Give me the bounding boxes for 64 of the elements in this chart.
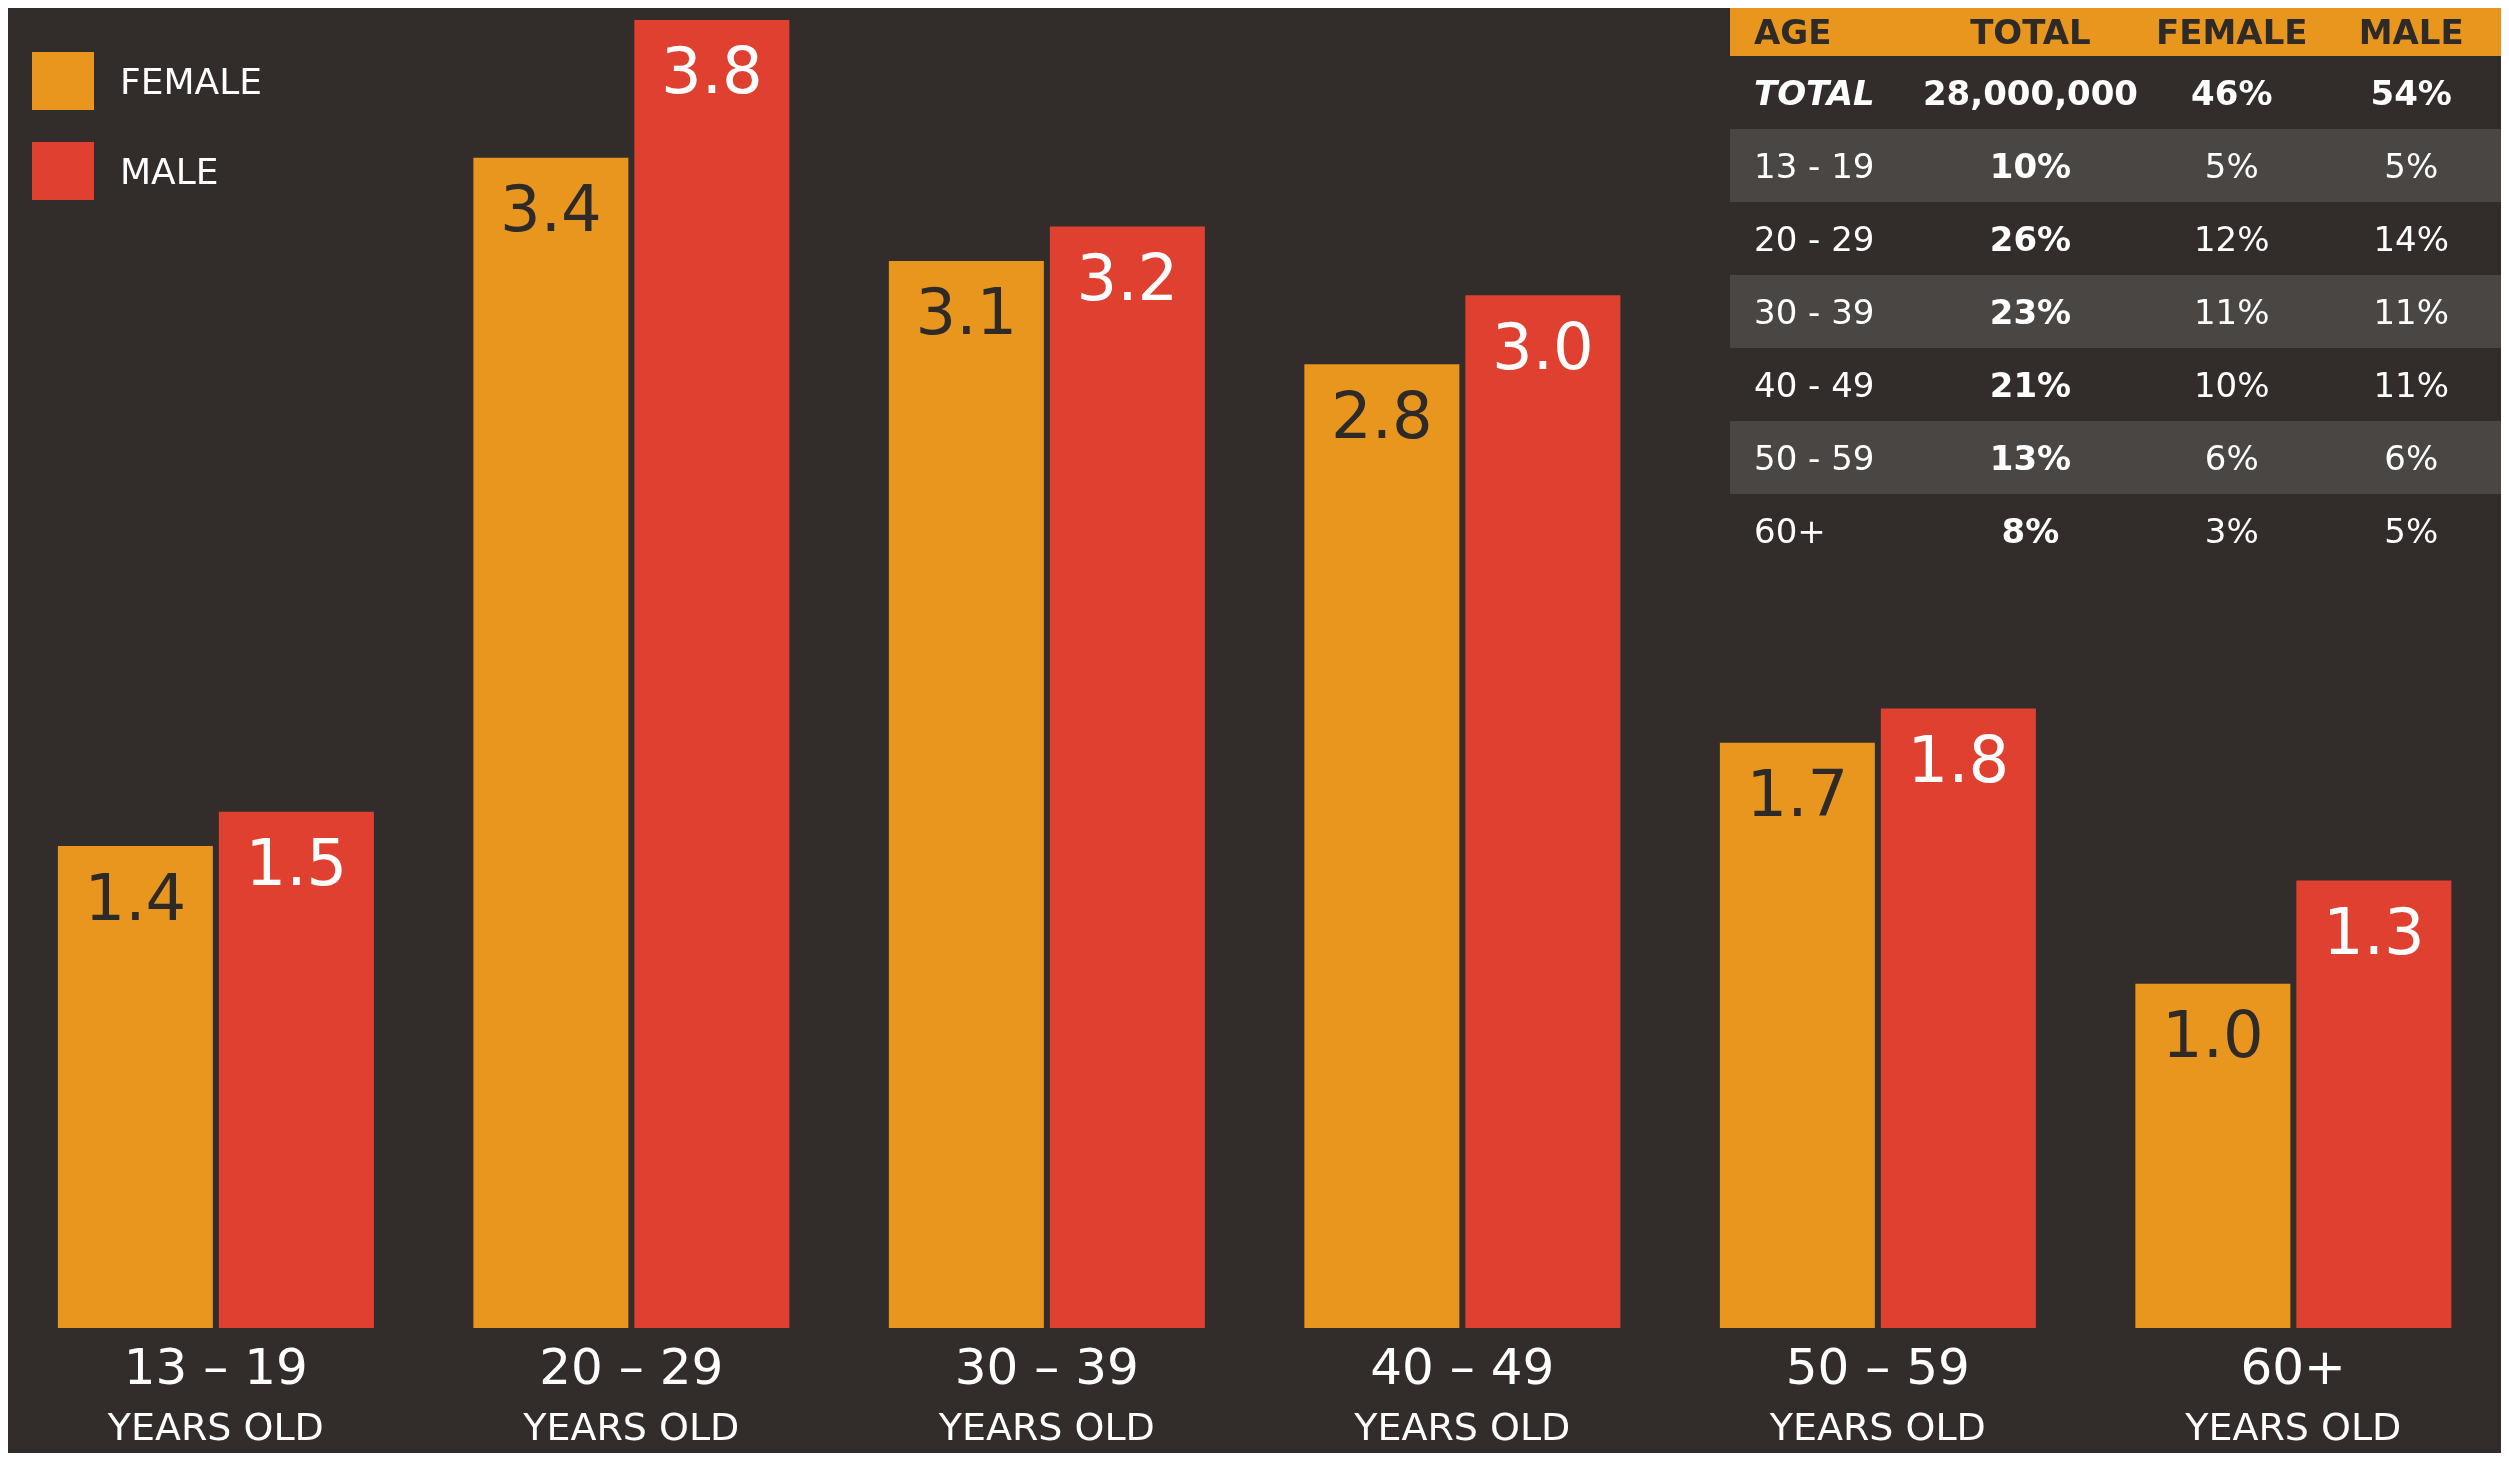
annotation: 30 - 39 bbox=[1753, 291, 1876, 332]
bar bbox=[2135, 983, 2291, 1328]
bar bbox=[1880, 708, 2036, 1328]
legend-label: FEMALE bbox=[120, 60, 262, 102]
annotation: 40 - 49 bbox=[1753, 364, 1876, 405]
annotation: 5% bbox=[2383, 145, 2440, 186]
legend-label: MALE bbox=[120, 150, 219, 192]
data-label: 3.2 bbox=[1076, 240, 1179, 315]
annotation: 5% bbox=[2203, 145, 2260, 186]
annotation: 6% bbox=[2203, 437, 2260, 478]
data-label: 2.8 bbox=[1330, 378, 1433, 453]
x-tick-label: 13 – 19 YEARS OLD bbox=[106, 1338, 324, 1449]
annotation: 28,000,000 bbox=[1921, 72, 2140, 113]
annotation: TOTAL bbox=[1753, 72, 1876, 113]
annotation: 11% bbox=[2372, 364, 2451, 405]
data-label: 1.3 bbox=[2322, 894, 2425, 969]
x-tick-label: 30 – 39 YEARS OLD bbox=[937, 1338, 1155, 1449]
annotation: TOTAL bbox=[1969, 12, 2092, 52]
data-label: 3.8 bbox=[660, 34, 763, 109]
annotation: 13% bbox=[1988, 437, 2073, 478]
data-label: 1.5 bbox=[245, 826, 348, 901]
x-tick-label: 50 – 59 YEARS OLD bbox=[1768, 1338, 1986, 1449]
annotation: FEMALE bbox=[2155, 12, 2309, 52]
bar bbox=[1465, 295, 1621, 1328]
x-tick-label: 20 – 29 YEARS OLD bbox=[522, 1338, 740, 1449]
annotation: 11% bbox=[2372, 291, 2451, 332]
annotation: 50 - 59 bbox=[1753, 437, 1876, 478]
data-label: 3.0 bbox=[1491, 309, 1594, 384]
annotation: 13 - 19 bbox=[1753, 145, 1876, 186]
data-label: 3.1 bbox=[915, 275, 1018, 350]
data-label: 1.0 bbox=[2161, 998, 2264, 1073]
annotation: 14% bbox=[2372, 218, 2451, 259]
x-tick-label: 60+ YEARS OLD bbox=[2184, 1338, 2402, 1449]
bar bbox=[888, 260, 1044, 1328]
annotation: 12% bbox=[2193, 218, 2271, 259]
annotation: 10% bbox=[2193, 364, 2271, 405]
annotation: 46% bbox=[2190, 72, 2274, 113]
bar bbox=[1719, 742, 1875, 1328]
annotation: AGE bbox=[1753, 12, 1833, 52]
data-label: 1.8 bbox=[1907, 722, 2010, 797]
bar bbox=[473, 157, 629, 1328]
annotation: 11% bbox=[2193, 291, 2271, 332]
annotation: 23% bbox=[1988, 291, 2073, 332]
annotation: 60+ bbox=[1753, 510, 1827, 551]
bar bbox=[1049, 226, 1205, 1328]
data-label: 1.4 bbox=[84, 860, 187, 935]
annotation: 21% bbox=[1988, 364, 2073, 405]
annotation: 6% bbox=[2383, 437, 2440, 478]
bar bbox=[218, 811, 374, 1328]
annotation: 3% bbox=[2203, 510, 2260, 551]
bar bbox=[634, 20, 790, 1328]
annotation: 20 - 29 bbox=[1753, 218, 1876, 259]
x-tick-label: 40 – 49 YEARS OLD bbox=[1353, 1338, 1571, 1449]
bar bbox=[2296, 880, 2452, 1328]
annotation: 5% bbox=[2383, 510, 2440, 551]
annotation: 54% bbox=[2369, 72, 2453, 113]
bar bbox=[1304, 364, 1460, 1328]
annotation: 8% bbox=[2000, 510, 2061, 551]
bar bbox=[57, 846, 213, 1328]
data-label: 1.7 bbox=[1746, 757, 1849, 832]
annotation: MALE bbox=[2357, 12, 2465, 52]
annotation: 26% bbox=[1988, 218, 2073, 259]
annotation: 10% bbox=[1988, 145, 2073, 186]
data-label: 3.4 bbox=[499, 172, 602, 247]
